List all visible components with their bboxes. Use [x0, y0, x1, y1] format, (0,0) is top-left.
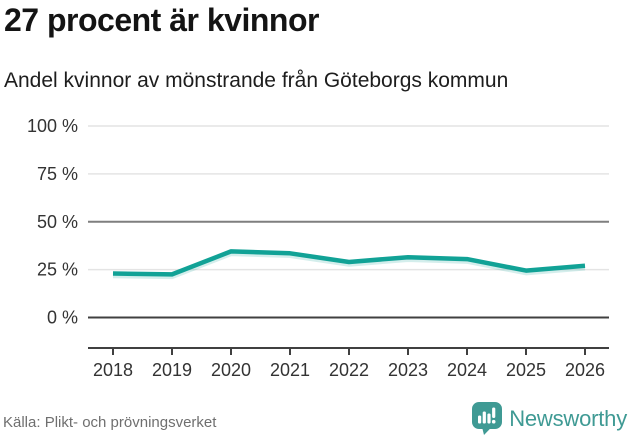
logo-exclamation-bar: [492, 407, 496, 418]
chart-subtitle: Andel kvinnor av mönstrande från Götebor…: [4, 69, 509, 92]
y-tick-label: 25 %: [37, 260, 78, 280]
x-tick-label: 2026: [565, 360, 605, 380]
y-tick-label: 0 %: [47, 308, 78, 328]
x-tick-label: 2022: [329, 360, 369, 380]
x-tick-label: 2019: [152, 360, 192, 380]
x-tick-label: 2024: [447, 360, 487, 380]
x-tick-label: 2023: [388, 360, 428, 380]
logo-exclamation-dot: [492, 419, 496, 424]
y-tick-label: 50 %: [37, 212, 78, 232]
y-tick-label: 75 %: [37, 164, 78, 184]
x-tick-label: 2025: [506, 360, 546, 380]
x-tick-label: 2020: [211, 360, 251, 380]
chart-title: 27 procent är kvinnor: [4, 2, 319, 38]
y-tick-label: 100 %: [27, 116, 78, 136]
newsworthy-wordmark: Newsworthy: [509, 405, 627, 431]
data-line: [112, 249, 586, 277]
newsworthy-logo: Newsworthy: [472, 402, 627, 435]
logo-bar-3: [487, 413, 491, 424]
line-chart: 100 % 75 % 50 % 25 % 0 % 2018 2019 2020 2021 2022…: [27, 116, 609, 380]
x-tick-label: 2018: [93, 360, 133, 380]
data-line-shadow: [112, 251, 586, 280]
newsworthy-logo-icon: [472, 402, 503, 435]
source-note: Källa: Plikt- och prövningsverket: [3, 414, 217, 431]
logo-bar-2: [482, 411, 487, 424]
logo-bubble-shape: [472, 402, 503, 435]
x-tick-label: 2021: [270, 360, 310, 380]
logo-bar-1: [478, 415, 482, 424]
